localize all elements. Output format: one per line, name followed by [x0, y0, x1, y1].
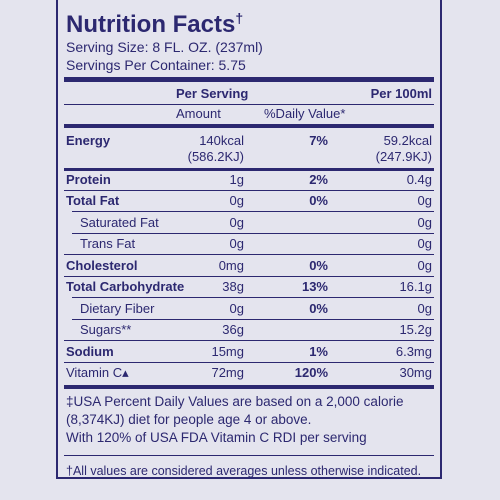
rule	[64, 340, 434, 341]
rule	[64, 168, 434, 171]
rule	[72, 318, 434, 320]
nutrient-name: Dietary Fiber	[80, 300, 155, 316]
header-daily-value: %Daily Value*	[264, 106, 346, 121]
per-100ml: 15.2g	[399, 322, 432, 338]
rule	[64, 275, 434, 277]
footnote: ‡USA Percent Daily Values are based on a…	[66, 394, 404, 409]
rule	[64, 361, 434, 363]
amount: 1g	[229, 171, 244, 187]
per-100ml: 0g	[417, 236, 432, 252]
per-100ml: 0g	[417, 257, 432, 273]
amount: 0g	[229, 193, 244, 209]
amount: 0g	[229, 214, 244, 230]
title-mark: †	[235, 10, 244, 26]
per-100ml: 0g	[417, 300, 432, 316]
rule	[72, 211, 434, 212]
per-100ml: 0g	[417, 193, 432, 209]
amount: 38g	[222, 279, 244, 295]
nutrition-label: Nutrition Facts† Serving Size: 8 FL. OZ. …	[56, 0, 442, 479]
nutrient-name: Trans Fat	[80, 236, 136, 252]
nutrient-name: Total Fat	[66, 193, 120, 209]
serving-size: Serving Size: 8 FL. OZ. (237ml)	[66, 39, 263, 55]
nutrient-name: Total Carbohydrate	[66, 279, 185, 295]
per-100ml: 6.3mg	[395, 343, 432, 359]
footnote: With 120% of USA FDA Vitamin C RDI per s…	[66, 430, 367, 445]
rule	[72, 232, 434, 234]
nutrient-name: Cholesterol	[66, 257, 138, 273]
footnote: (8,374KJ) diet for people age 4 or above…	[66, 412, 312, 427]
thick-rule	[64, 385, 434, 389]
daily-value: 0%	[309, 193, 328, 209]
per-100ml: (247.9KJ)	[375, 149, 432, 164]
nutrient-name: Protein	[66, 171, 111, 187]
amount: 72mg	[211, 365, 244, 381]
rule	[64, 104, 434, 105]
daily-value: 120%	[294, 365, 328, 381]
title: Nutrition Facts†	[66, 10, 244, 38]
per-100ml: 16.1g	[399, 279, 432, 295]
disclaimer: †All values are considered averages unle…	[66, 464, 422, 478]
daily-value: 13%	[301, 279, 328, 295]
nutrient-name: Energy	[66, 133, 111, 148]
amount: 0g	[229, 236, 244, 252]
per-100ml: 0.4g	[406, 171, 432, 187]
rule	[64, 189, 434, 191]
thick-rule	[64, 77, 434, 82]
daily-value: 0%	[309, 257, 328, 273]
amount: 140kcal	[199, 133, 244, 148]
header-per-100ml: Per 100ml	[370, 86, 432, 101]
rule	[72, 297, 434, 298]
servings-per-container: Servings Per Container: 5.75	[66, 57, 246, 73]
amount: 36g	[222, 322, 244, 338]
amount: 0mg	[218, 257, 244, 273]
amount: (586.2KJ)	[187, 149, 244, 164]
amount: 15mg	[211, 343, 244, 359]
header-amount: Amount	[176, 106, 221, 121]
amount: 0g	[229, 300, 244, 316]
thick-rule	[64, 124, 434, 128]
header-per-serving: Per Serving	[176, 86, 249, 101]
per-100ml: 30mg	[399, 365, 432, 381]
rule	[64, 455, 434, 456]
nutrient-name: Sugars**	[80, 322, 132, 338]
nutrient-name: Vitamin C▴	[66, 365, 129, 381]
nutrient-name: Saturated Fat	[80, 214, 159, 230]
per-100ml: 0g	[417, 214, 432, 230]
daily-value: 0%	[309, 300, 328, 316]
rule	[64, 254, 434, 255]
daily-value: 1%	[309, 343, 328, 359]
nutrient-name: Sodium	[66, 343, 114, 359]
per-100ml: 59.2kcal	[383, 133, 432, 148]
daily-value: 2%	[309, 171, 328, 187]
daily-value: 7%	[309, 133, 328, 148]
